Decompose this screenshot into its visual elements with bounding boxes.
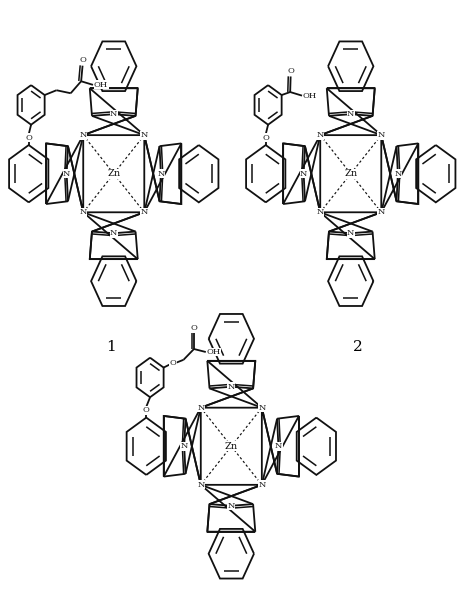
Text: N: N bbox=[197, 404, 204, 412]
Text: O: O bbox=[288, 67, 294, 75]
Text: Zn: Zn bbox=[344, 169, 357, 179]
Text: 2: 2 bbox=[353, 340, 363, 354]
Text: N: N bbox=[275, 442, 282, 450]
Text: N: N bbox=[141, 208, 148, 216]
Text: O: O bbox=[25, 134, 32, 142]
Text: OH: OH bbox=[94, 81, 108, 89]
Text: N: N bbox=[378, 208, 385, 216]
Text: N: N bbox=[300, 170, 307, 178]
Text: N: N bbox=[378, 131, 385, 139]
Text: 1: 1 bbox=[107, 340, 116, 354]
Text: N: N bbox=[80, 131, 87, 139]
Text: N: N bbox=[80, 208, 87, 216]
Text: N: N bbox=[141, 131, 148, 139]
Text: N: N bbox=[317, 208, 324, 216]
Text: O: O bbox=[191, 324, 198, 332]
Text: N: N bbox=[347, 110, 355, 118]
Text: N: N bbox=[157, 170, 164, 178]
Text: N: N bbox=[228, 383, 235, 391]
Text: N: N bbox=[317, 131, 324, 139]
Text: N: N bbox=[110, 229, 118, 237]
Text: N: N bbox=[394, 170, 401, 178]
Text: Zn: Zn bbox=[107, 169, 120, 179]
Text: N: N bbox=[258, 404, 265, 412]
Text: Zn: Zn bbox=[225, 441, 238, 451]
Text: O: O bbox=[262, 134, 269, 142]
Text: O: O bbox=[143, 406, 150, 415]
Text: O: O bbox=[170, 359, 176, 367]
Text: N: N bbox=[347, 229, 355, 237]
Text: N: N bbox=[63, 170, 70, 178]
Text: N: N bbox=[228, 502, 235, 510]
Text: OH: OH bbox=[207, 348, 221, 356]
Text: N: N bbox=[110, 110, 118, 118]
Text: OH: OH bbox=[303, 92, 317, 99]
Text: N: N bbox=[197, 481, 204, 489]
Text: N: N bbox=[258, 481, 265, 489]
Text: N: N bbox=[181, 442, 188, 450]
Text: O: O bbox=[80, 56, 86, 64]
